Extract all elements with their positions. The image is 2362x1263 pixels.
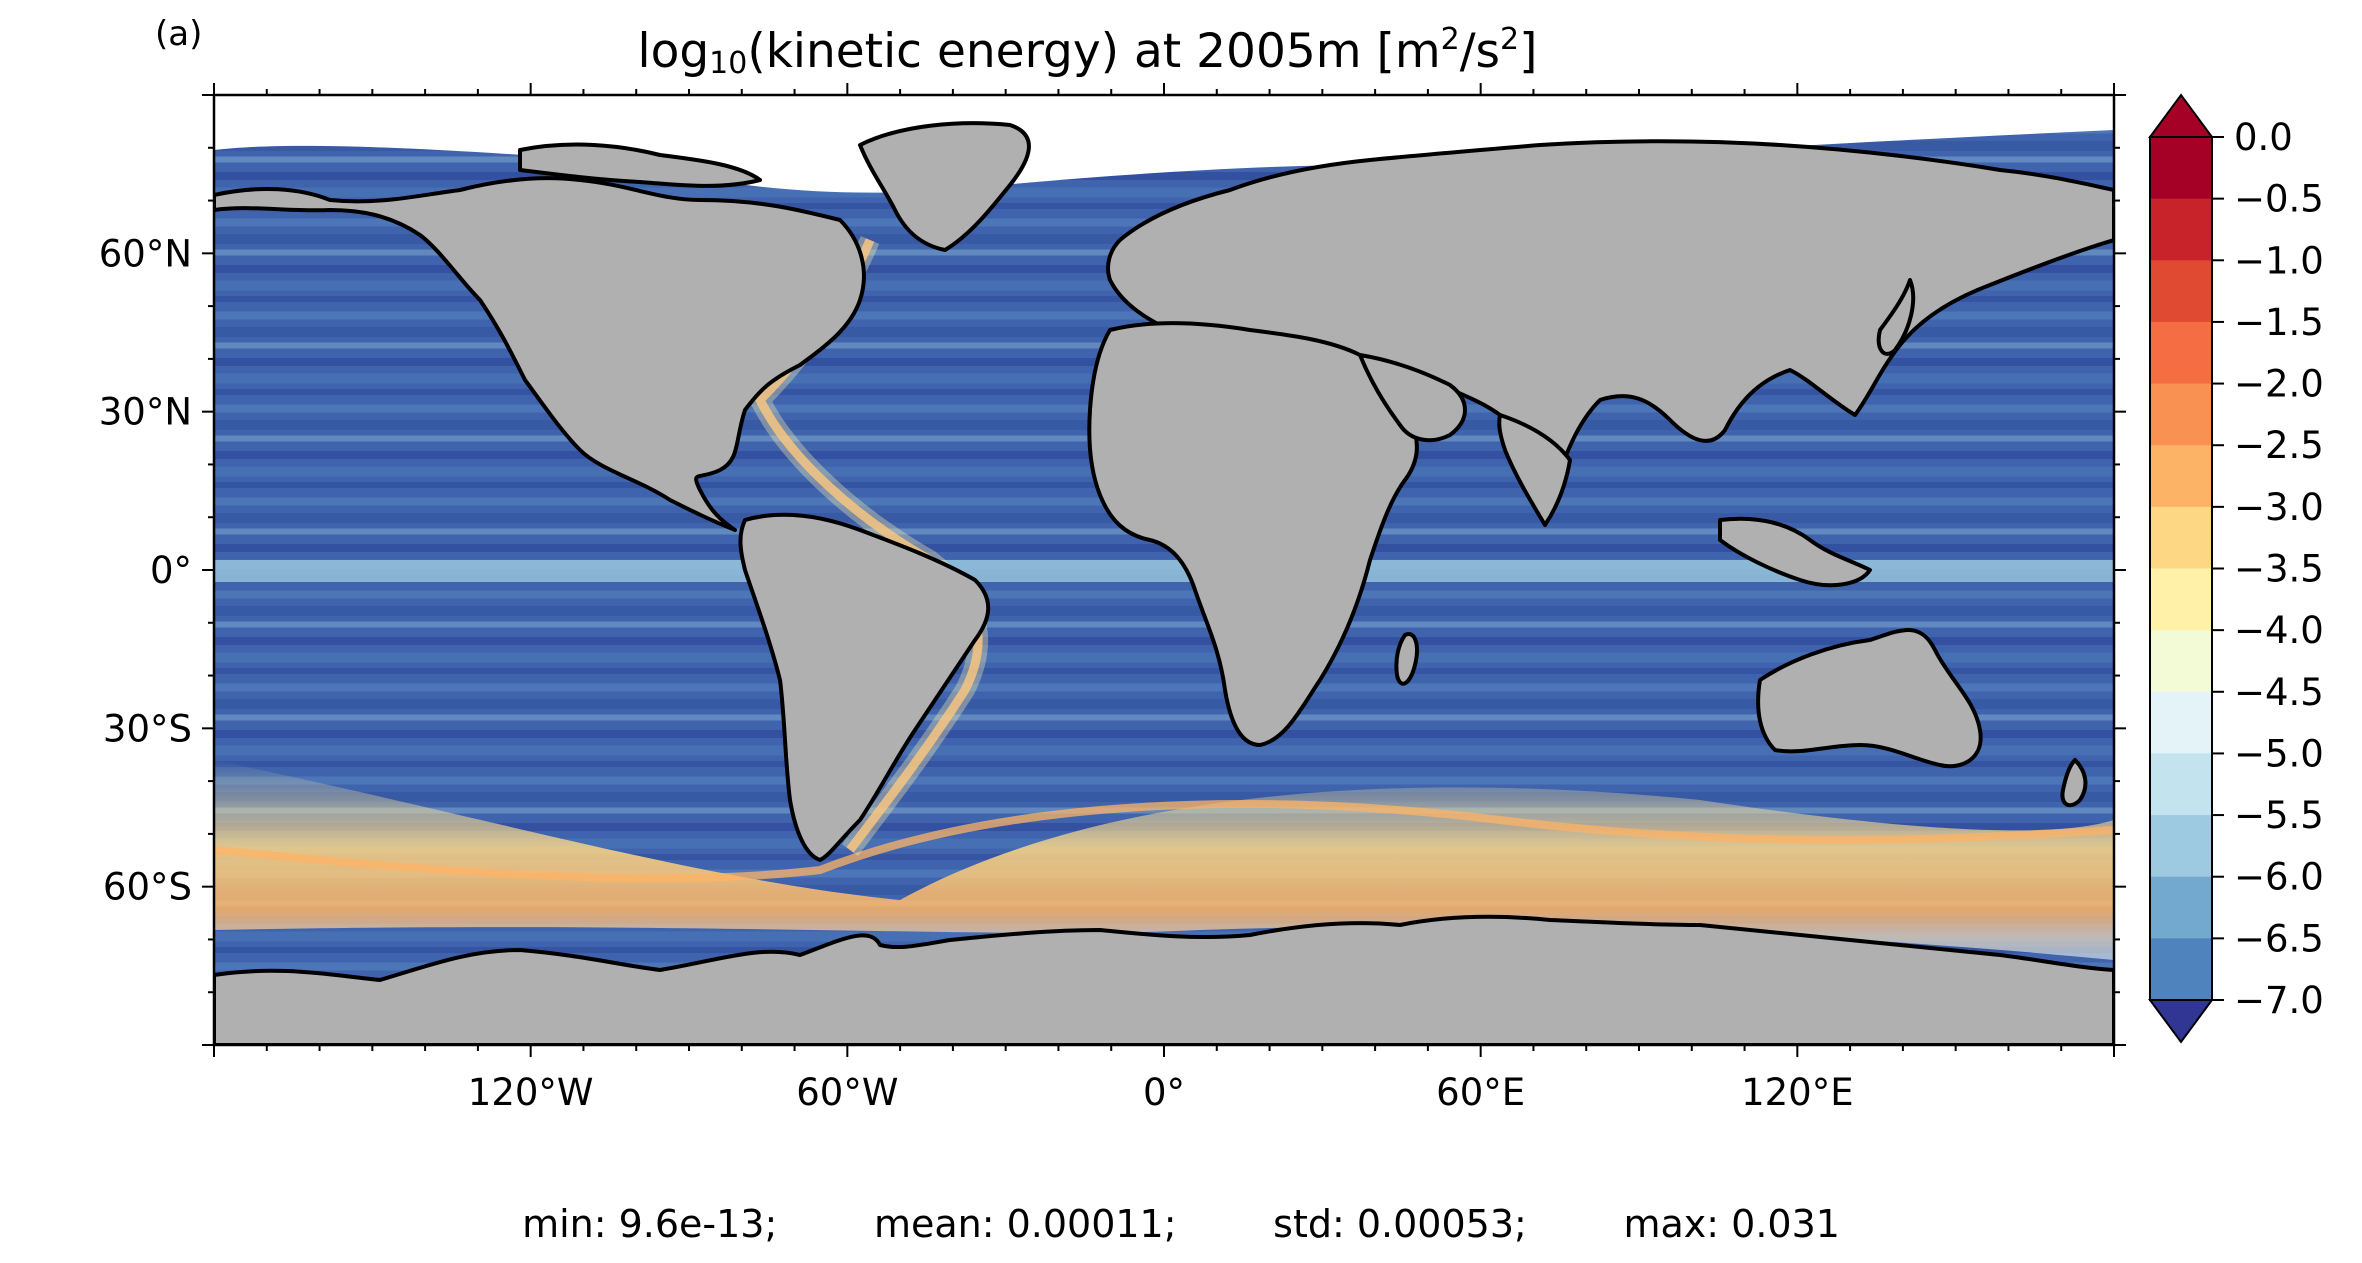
ocean-band xyxy=(214,668,2114,674)
map-axis-labels: 120°W 60°W 0° 60°E 120°E 60°N 30°N 0° 30°S 60°S xyxy=(99,232,1854,1114)
colorbar-tick-label: −5.5 xyxy=(2234,794,2324,837)
ocean-band xyxy=(214,683,2114,692)
land-greenland xyxy=(858,121,1031,252)
ocean-band xyxy=(214,792,2114,802)
colorbar-tick-label: −3.5 xyxy=(2234,548,2324,591)
x-tick-label: 120°W xyxy=(468,1071,594,1114)
x-tick-label: 60°W xyxy=(796,1071,898,1114)
colorbar-segment xyxy=(2150,876,2212,939)
ocean-band xyxy=(214,761,2114,767)
colorbar-segment xyxy=(2150,753,2212,816)
colorbar-segment xyxy=(2150,198,2212,261)
land-masses xyxy=(214,121,2114,1045)
x-tick-label: 0° xyxy=(1143,1071,1185,1114)
land-india xyxy=(1497,413,1572,527)
colorbar-tick-label: −1.0 xyxy=(2234,239,2324,282)
figure-title: log10(kinetic energy) at 2005m [m2/s2] xyxy=(637,22,1538,81)
stat-std: std: 0.00053; xyxy=(1273,1202,1527,1246)
x-tick-label: 60°E xyxy=(1436,1071,1525,1114)
ocean-band xyxy=(214,652,2114,663)
colorbar-segment xyxy=(2150,321,2212,385)
land-japan xyxy=(1876,278,1916,356)
land-australia xyxy=(1756,628,1983,769)
colorbar-tick-label: −3.0 xyxy=(2234,486,2324,529)
y-tick-label: 0° xyxy=(150,549,192,592)
colorbar-segment xyxy=(2150,691,2212,754)
land-new-zealand xyxy=(2060,758,2088,808)
ocean-band xyxy=(214,637,2114,645)
ocean-band xyxy=(214,730,2114,738)
colorbar-over-arrow xyxy=(2148,93,2214,138)
land-arctic-islands xyxy=(518,142,762,188)
stat-max: max: 0.031 xyxy=(1623,1202,1840,1246)
ocean-band xyxy=(214,621,2114,628)
land-madagascar xyxy=(1394,632,1419,686)
colorbar-segment xyxy=(2150,506,2212,569)
colorbar-tick-label: −2.0 xyxy=(2234,363,2324,406)
colorbar-segment xyxy=(2150,815,2212,878)
ocean-band xyxy=(214,714,2114,721)
colorbar-under-arrow xyxy=(2148,999,2214,1044)
colorbar-tick-label: −0.5 xyxy=(2234,178,2324,221)
ocean-band xyxy=(214,776,2114,785)
equatorial-band xyxy=(214,560,2114,582)
colorbar-segment xyxy=(2150,383,2212,446)
colorbar-segment xyxy=(2150,630,2212,693)
stats-line: min: 9.6e-13; mean: 0.00011; std: 0.0005… xyxy=(0,1202,2362,1246)
ocean-band xyxy=(214,590,2114,599)
map-area xyxy=(214,95,2114,1045)
y-tick-label: 60°S xyxy=(103,866,192,909)
colorbar-tick-label: −6.5 xyxy=(2234,917,2324,960)
colorbar-tick-label: −2.5 xyxy=(2234,424,2324,467)
circumpolar-current-band xyxy=(214,760,2114,960)
y-tick-label: 30°N xyxy=(99,391,192,434)
colorbar-tick-label: 0.0 xyxy=(2234,116,2293,159)
stat-mean: mean: 0.00011; xyxy=(873,1202,1177,1246)
colorbar-tick-label: −4.0 xyxy=(2234,609,2324,652)
panel-label: (a) xyxy=(155,14,203,54)
ocean-band xyxy=(214,699,2114,709)
ocean-band xyxy=(214,187,2114,198)
land-antarctica xyxy=(214,914,2114,1045)
ocean-band xyxy=(214,606,2114,616)
colorbar-segment xyxy=(2150,445,2212,508)
map-axis-ticks xyxy=(202,83,2126,1057)
colorbar-tick-label: −5.0 xyxy=(2234,732,2324,775)
colorbar-segment xyxy=(2150,568,2212,631)
ocean-band xyxy=(214,203,2114,209)
colorbar-segment xyxy=(2150,938,2212,1001)
circumpolar-current-core xyxy=(214,800,2114,883)
colorbar-tick-label: −6.0 xyxy=(2234,856,2324,899)
x-tick-label: 120°E xyxy=(1741,1071,1854,1114)
colorbar-segment xyxy=(2150,260,2212,323)
land-north-america xyxy=(214,176,866,532)
land-south-america xyxy=(738,512,991,862)
ocean-band xyxy=(214,745,2114,756)
colorbar: 0.0 −0.5 −1.0 −1.5 −2.0 −2.5 −3.0 −3.5 −4.0 −4.5 −… xyxy=(2148,93,2324,1044)
y-tick-label: 60°N xyxy=(99,232,192,275)
stat-min: min: 9.6e-13; xyxy=(522,1202,778,1246)
land-arabia xyxy=(1358,353,1467,443)
colorbar-tick-label: −7.0 xyxy=(2234,979,2324,1022)
y-tick-label: 30°S xyxy=(103,707,192,750)
ocean-band xyxy=(214,172,2114,180)
ocean-band xyxy=(214,807,2114,814)
colorbar-segment xyxy=(2150,137,2212,200)
colorbar-tick-label: −1.5 xyxy=(2234,301,2324,344)
colorbar-tick-label: −4.5 xyxy=(2234,671,2324,714)
land-maritime-asia xyxy=(1718,516,1872,588)
